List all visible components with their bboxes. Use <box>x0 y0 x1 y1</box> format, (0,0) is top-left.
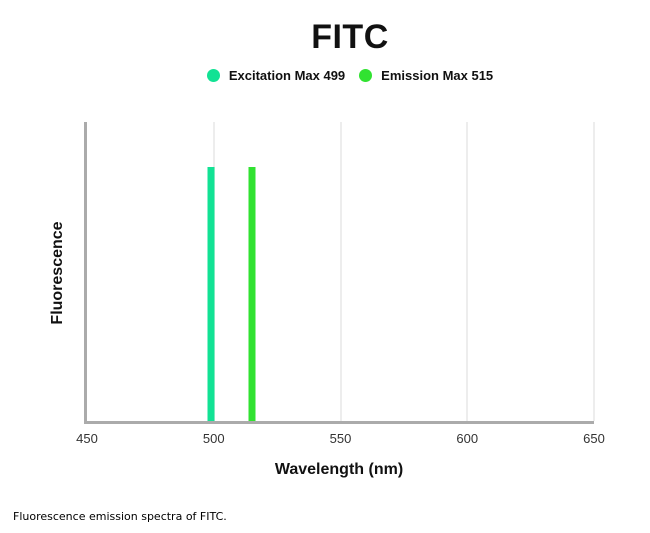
gridline-650 <box>593 122 595 421</box>
x-tick-label-450: 450 <box>76 431 98 446</box>
legend-label-emission: Emission Max 515 <box>381 68 494 83</box>
emission-peak-bar <box>248 166 256 421</box>
gridline-550 <box>339 122 342 421</box>
gridline-600 <box>466 122 469 421</box>
x-axis-label: Wavelength (nm) <box>274 461 404 478</box>
chart-legend: Excitation Max 499 Emission Max 515 <box>95 68 605 83</box>
plot-area: 450 500 550 600 650 <box>76 122 605 446</box>
y-axis-label: Fluorescence <box>49 221 66 325</box>
excitation-dot-icon <box>206 69 220 82</box>
excitation-peak-bar <box>207 166 215 421</box>
emission-dot-icon <box>359 69 373 82</box>
x-tick-label-600: 600 <box>456 431 479 446</box>
legend-label-excitation: Excitation Max 499 <box>228 68 346 83</box>
figure-caption: Fluorescence emission spectra of FITC. <box>13 510 227 523</box>
legend-item-emission: Emission Max 515 <box>359 68 493 83</box>
x-tick-label-550: 550 <box>329 431 352 446</box>
chart-title: FITC <box>311 18 389 56</box>
x-tick-label-500: 500 <box>202 431 225 446</box>
legend-item-excitation: Excitation Max 499 <box>206 68 346 83</box>
x-tick-label-650: 650 <box>583 431 605 446</box>
